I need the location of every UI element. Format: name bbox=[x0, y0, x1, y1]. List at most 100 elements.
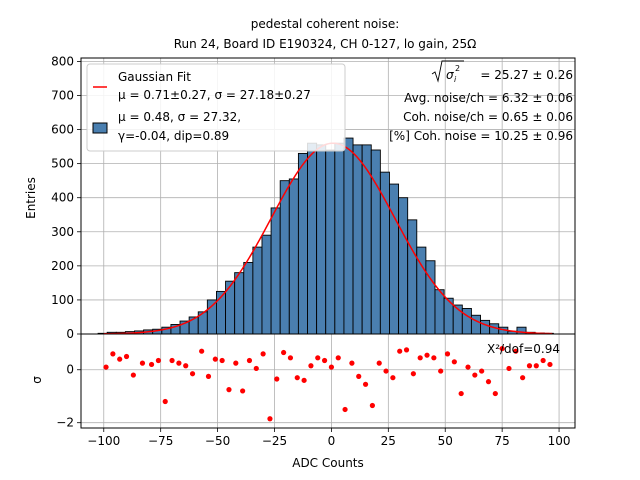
histogram-bar bbox=[261, 234, 272, 335]
residual-point bbox=[540, 357, 546, 364]
residual-point bbox=[520, 375, 526, 381]
histogram-bar bbox=[407, 219, 418, 335]
legend-hist-swatch bbox=[92, 122, 108, 134]
chart-title-line-1: pedestal coherent noise: bbox=[251, 17, 400, 31]
x-tick-label: 25 bbox=[381, 434, 396, 448]
residual-point bbox=[526, 363, 533, 369]
sigma-i-value: = 25.27 ± 0.26 bbox=[480, 68, 573, 82]
residual-point bbox=[117, 356, 123, 362]
residual-point bbox=[219, 357, 225, 364]
x-tick-label: 50 bbox=[438, 434, 453, 448]
histogram-bar bbox=[288, 178, 299, 335]
legend: Gaussian Fit μ = 0.71±0.27, σ = 27.18±0.… bbox=[86, 63, 346, 152]
top-y-tick-label: 500 bbox=[51, 157, 74, 171]
residual-point bbox=[260, 351, 266, 357]
bottom-y-axis-ticks: −2 0 bbox=[56, 363, 81, 430]
residual-point bbox=[444, 351, 451, 357]
x-tick-label: −75 bbox=[148, 434, 173, 448]
top-y-axis-ticks: 0 100 200 300 400 500 600 700 800 bbox=[51, 54, 81, 341]
residual-point bbox=[321, 357, 328, 364]
residual-point bbox=[390, 375, 396, 381]
top-y-tick-label: 0 bbox=[66, 327, 74, 341]
residual-point bbox=[233, 360, 239, 366]
legend-hist-label-2: γ=-0.04, dip=0.89 bbox=[118, 129, 229, 143]
residual-point bbox=[287, 355, 294, 361]
residual-point bbox=[103, 364, 109, 370]
bottom-y-tick-label: −2 bbox=[56, 416, 74, 430]
top-y-tick-label: 200 bbox=[51, 259, 74, 273]
residual-point bbox=[369, 402, 375, 409]
top-y-tick-label: 100 bbox=[51, 293, 74, 307]
residual-point bbox=[281, 349, 287, 356]
histogram-bar bbox=[243, 261, 254, 335]
residual-point bbox=[335, 355, 341, 361]
residual-point bbox=[499, 345, 505, 352]
residual-point bbox=[176, 360, 182, 366]
residual-point bbox=[424, 352, 430, 358]
residual-point bbox=[417, 355, 423, 361]
residual-point bbox=[465, 364, 471, 370]
residual-point bbox=[513, 348, 519, 354]
residual-point bbox=[356, 373, 362, 379]
top-y-tick-label: 700 bbox=[51, 88, 74, 102]
residual-point bbox=[362, 381, 369, 387]
residual-points bbox=[103, 345, 553, 422]
residual-point bbox=[139, 360, 146, 366]
residual-point bbox=[308, 363, 314, 369]
chart-title-line-2: Run 24, Board ID E190324, CH 0-127, lo g… bbox=[174, 37, 477, 51]
residual-point bbox=[169, 357, 175, 364]
residual-point bbox=[410, 371, 416, 377]
residual-point bbox=[397, 348, 403, 354]
residual-point bbox=[383, 368, 389, 374]
bottom-panel-grid bbox=[81, 334, 575, 428]
residual-point bbox=[342, 406, 348, 413]
residual-point bbox=[155, 357, 162, 364]
x-axis-ticks: −100 −75 −50 −25 0 25 50 75 100 bbox=[87, 428, 571, 448]
x-tick-label: 0 bbox=[328, 434, 336, 448]
histogram-bar bbox=[434, 289, 445, 335]
top-y-axis-label: Entries bbox=[24, 177, 38, 219]
svg-text:2: 2 bbox=[455, 64, 460, 73]
residual-point bbox=[492, 390, 498, 397]
residual-point bbox=[253, 365, 259, 372]
histogram-bar bbox=[307, 142, 318, 335]
x-tick-label: 100 bbox=[548, 434, 571, 448]
histogram-bars bbox=[97, 137, 554, 335]
residual-point bbox=[212, 356, 218, 362]
residual-point bbox=[130, 372, 136, 378]
coh-noise-percent-annotation: [%] Coh. noise = 10.25 ± 0.96 bbox=[389, 129, 573, 143]
histogram-bar bbox=[398, 197, 409, 335]
coh-noise-annotation: Coh. noise/ch = 0.65 ± 0.06 bbox=[403, 110, 573, 124]
x-axis-label: ADC Counts bbox=[292, 456, 364, 470]
residual-point bbox=[199, 348, 205, 354]
residual-point bbox=[451, 359, 457, 365]
top-y-tick-label: 400 bbox=[51, 191, 74, 205]
histogram-bar bbox=[343, 137, 354, 335]
residual-point bbox=[189, 371, 196, 377]
residual-point bbox=[294, 375, 300, 381]
top-y-tick-label: 300 bbox=[51, 225, 74, 239]
bottom-y-axis-label: σ bbox=[30, 376, 44, 384]
avg-noise-annotation: Avg. noise/ch = 6.32 ± 0.06 bbox=[404, 91, 573, 105]
x-tick-label: −100 bbox=[87, 434, 120, 448]
histogram-bar bbox=[316, 144, 327, 335]
histogram-bar bbox=[270, 207, 281, 335]
residual-point bbox=[349, 360, 355, 366]
legend-fit-label-2: μ = 0.71±0.27, σ = 27.18±0.27 bbox=[118, 88, 311, 102]
residual-point bbox=[533, 363, 539, 369]
residual-point bbox=[301, 377, 307, 383]
residual-point bbox=[506, 365, 512, 372]
histogram-bar bbox=[252, 246, 263, 335]
sigma-i-symbol: σ 2 i bbox=[431, 60, 464, 84]
residual-point bbox=[328, 364, 335, 370]
svg-text:σ: σ bbox=[446, 68, 454, 82]
histogram-bar bbox=[234, 272, 245, 335]
legend-fit-label-1: Gaussian Fit bbox=[118, 70, 191, 84]
residual-point bbox=[431, 355, 437, 361]
histogram-bar bbox=[297, 152, 308, 335]
bottom-panel-frame bbox=[80, 333, 576, 429]
residual-point bbox=[110, 351, 116, 357]
histogram-bar bbox=[279, 180, 290, 335]
residual-point bbox=[472, 372, 478, 378]
residual-point bbox=[403, 347, 410, 353]
